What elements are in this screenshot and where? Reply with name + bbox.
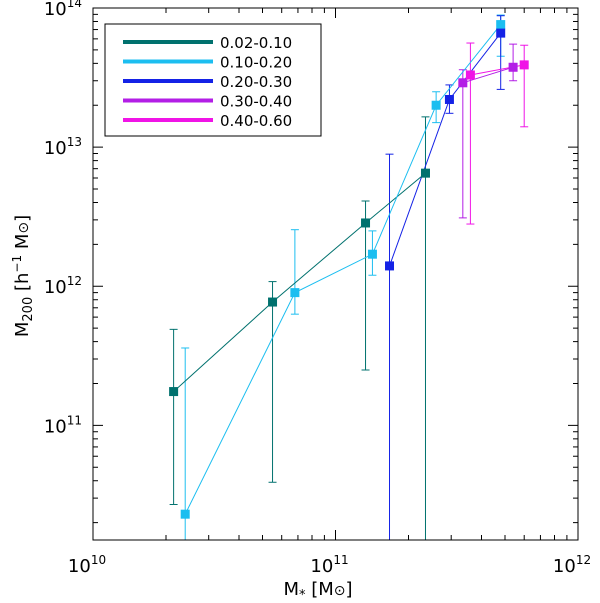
legend: 0.02-0.10 0.10-0.200.20-0.30 0.30-0.400.40… [104,23,322,137]
legend-label-0: 0.02-0.10 [220,34,292,52]
data-point-4-0 [465,70,475,80]
data-point-1-1 [290,288,300,298]
y-tick-label-1: 1012 [44,274,82,298]
data-point-2-2 [496,28,506,38]
data-point-3-0 [458,78,468,88]
data-point-0-0 [169,387,179,397]
series-line-0 [173,172,426,392]
legend-label-4: 0.40-0.60 [220,112,292,130]
data-point-3-1 [508,62,518,72]
y-tick-label-2: 1013 [44,135,82,159]
series-line-3 [462,66,514,84]
data-point-2-0 [385,261,395,271]
data-point-0-1 [268,297,278,307]
x-axis-label: M* [M⊙] [283,579,352,603]
data-point-2-1 [444,94,454,104]
legend-label-2: 0.20-0.30 [220,73,292,91]
legend-label-3: 0.30-0.40 [220,93,292,111]
series-markers [169,20,529,519]
x-tick-label-0: 1010 [68,553,106,577]
x-tick-label-2: 1012 [553,553,591,577]
data-point-1-3 [431,100,441,110]
data-point-1-4 [496,20,506,30]
legend-label-1: 0.10-0.20 [220,54,292,72]
y-tick-label-3: 1014 [44,0,82,20]
legend-items: 0.02-0.10 0.10-0.200.20-0.30 0.30-0.400.40… [123,34,292,130]
data-point-0-2 [361,218,371,228]
x-tick-label-1: 1011 [310,553,348,577]
data-point-0-3 [420,168,430,178]
y-tick-label-0: 1011 [44,413,82,437]
data-point-1-0 [180,509,190,519]
series-line-2 [389,32,502,267]
axes: 1010 1011 1012 1011 1012 1013 1014 [44,0,591,577]
y-axis-label: M200 [h−1 M⊙] [10,215,36,337]
data-point-1-2 [367,249,377,259]
data-point-4-1 [519,60,529,70]
